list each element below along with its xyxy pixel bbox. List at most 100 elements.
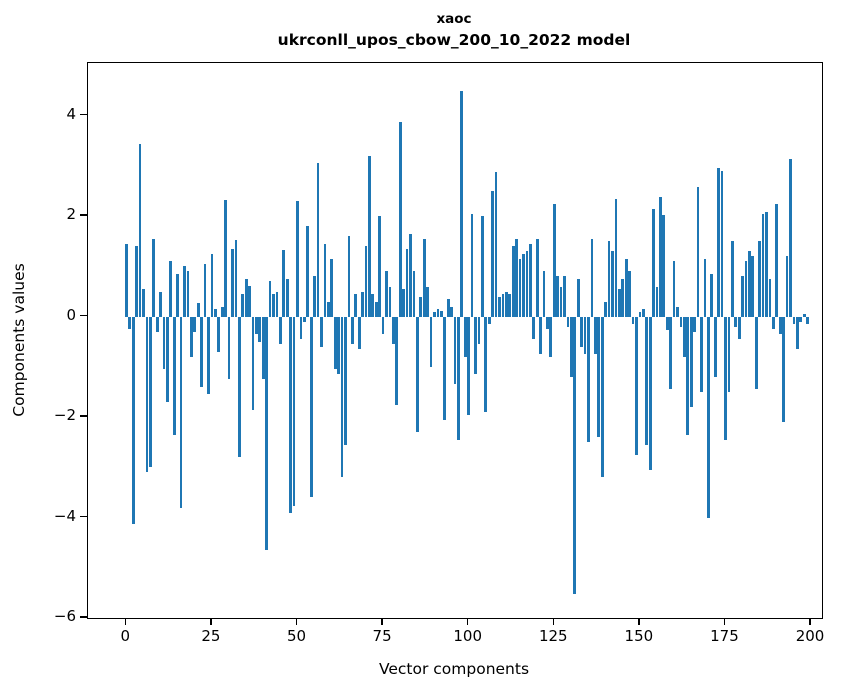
bar [333,316,337,370]
bar [778,316,782,335]
bar [597,316,601,438]
bar [248,285,251,317]
bar [220,306,224,317]
bar [265,316,269,551]
bar [179,316,183,508]
bar [484,316,488,413]
bar [385,271,388,317]
bar [652,208,655,317]
bar [313,276,316,317]
bar [539,316,542,355]
bar [296,201,299,317]
bar [255,316,258,335]
bar [717,168,720,317]
bar [172,316,176,435]
bar [398,122,402,317]
bar [703,258,707,317]
bar [364,246,368,317]
bar [135,246,138,317]
bar [631,316,635,325]
bar [186,271,190,317]
bar [409,233,412,317]
bar [748,251,751,317]
bar [511,246,515,317]
bar [227,316,231,380]
x-tick-mark [124,618,127,625]
bar [412,271,416,317]
bar [371,294,375,317]
y-tick-mark [80,114,87,116]
bar [559,286,563,317]
bar [638,311,642,317]
bar [381,316,385,335]
bar [765,212,768,317]
bar [686,316,690,435]
x-tick-mark [381,618,383,625]
bar [460,90,464,317]
x-tick-mark [552,618,554,625]
bar [655,286,659,317]
x-tick-label: 0 [120,627,131,645]
bar [429,316,433,367]
bar [522,253,525,317]
y-tick-mark [80,616,87,618]
bar [775,203,779,317]
x-tick-label: 75 [372,627,392,645]
bar [504,291,508,317]
bar [734,316,738,327]
bar [621,278,625,317]
x-tick-mark [466,618,469,625]
bar [552,203,556,317]
y-tick-mark [80,314,87,317]
bar [261,316,265,380]
bar [806,316,809,325]
bar [361,291,364,317]
bar [302,316,306,322]
bar [641,309,645,317]
bar [570,316,573,377]
bar [802,314,806,317]
bar [645,316,649,445]
bar [392,316,395,345]
y-tick-label: 2 [66,205,76,224]
bar [737,316,741,340]
bar [443,316,447,420]
bar [378,216,382,317]
bar [518,258,522,317]
bar [515,238,518,317]
bar [309,316,313,498]
bar [388,286,392,317]
bar [289,316,293,513]
bar [354,294,358,317]
bar [138,143,142,317]
bar [481,216,484,317]
bar [583,316,587,355]
chart-title: xaoc ukrconll_upos_cbow_200_10_2022 mode… [87,10,821,51]
bar [467,316,471,415]
bar [600,316,604,478]
bar [241,294,245,317]
bar [676,306,679,317]
bar [155,316,159,332]
bar [453,316,457,385]
bar [433,311,436,317]
bar [330,258,334,317]
bar [285,279,289,317]
bar [785,256,789,317]
bar [573,316,577,595]
bar [326,301,330,317]
y-tick-label: −6 [53,607,76,625]
bar [368,155,371,317]
bar [672,261,676,317]
x-tick-mark [295,618,298,625]
bar [528,243,532,317]
bar [772,316,775,330]
bar [395,316,399,405]
bar [498,296,501,317]
bar [696,187,700,317]
bar [419,296,423,317]
bar [535,238,539,317]
bar [617,289,621,317]
bar [580,316,584,347]
